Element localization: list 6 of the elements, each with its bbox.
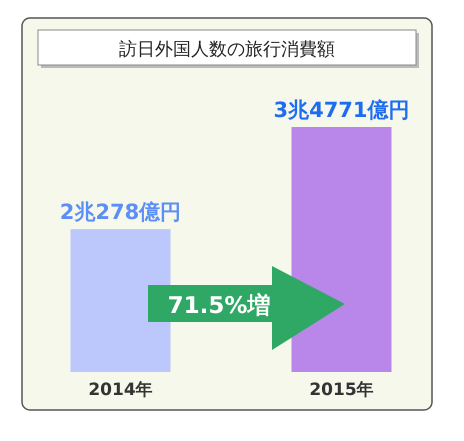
- x-tick-label: 2014年: [88, 380, 153, 400]
- annotation: 71.5%増: [168, 292, 270, 319]
- x-tick-label: 2015年: [309, 380, 374, 400]
- data-label: 3兆4771億円: [273, 98, 410, 122]
- data-label: 2兆278億円: [60, 200, 182, 224]
- chart-title: 訪日外国人数の旅行消費額: [119, 39, 335, 59]
